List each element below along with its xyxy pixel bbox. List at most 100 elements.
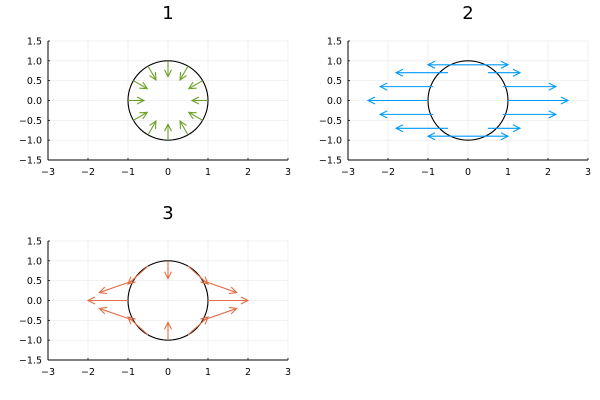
x-tick-label: 3 <box>585 167 591 178</box>
x-tick-label: 0 <box>165 167 171 178</box>
x-tick-label: −2 <box>381 167 395 178</box>
x-tick-label: −1 <box>121 367 135 378</box>
arrow-shaft <box>179 120 189 136</box>
quiver-arrow <box>164 321 172 341</box>
subplot-2-yticks: −1.5 −1.0 −0.5 0.0 0.5 1.0 1.5 <box>319 37 350 167</box>
arrow-shaft <box>179 65 189 81</box>
arrow-head <box>228 286 238 295</box>
subplot-1-xticks: −3 −2 −1 0 1 2 3 <box>41 158 291 178</box>
quiver-arrow <box>468 60 510 69</box>
y-tick-label: −1.5 <box>19 156 42 167</box>
quiver-arrow <box>488 68 522 77</box>
arrow-head <box>426 60 436 69</box>
quiver-arrow <box>133 111 149 121</box>
quiver-arrow <box>202 306 238 321</box>
quiver-arrow <box>426 60 468 69</box>
arrow-shaft <box>99 307 134 321</box>
arrow-head <box>560 96 570 105</box>
arrow-head <box>548 82 558 91</box>
quiver-arrow <box>127 316 149 336</box>
arrow-shaft <box>188 80 203 90</box>
subplot-2-xticks: −3 −2 −1 0 1 2 3 <box>341 158 591 178</box>
quiver-arrow <box>202 280 238 295</box>
arrow-head <box>512 124 522 133</box>
y-tick-label: 1.0 <box>327 56 342 67</box>
arrow-head <box>240 296 250 305</box>
quiver-arrow <box>378 82 434 91</box>
x-tick-label: −3 <box>41 167 55 178</box>
arrow-shaft <box>133 80 148 90</box>
quiver-arrow <box>98 280 134 295</box>
x-tick-label: −3 <box>41 367 55 378</box>
subplot-3-plot-area <box>86 260 250 341</box>
quiver-arrow <box>147 120 157 136</box>
quiver-arrow <box>128 96 146 105</box>
subplot-1: 1 −3 −2 −1 0 1 2 3 −1.5 −1.0 −0.5 0.0 0.5 1.0 1.5 <box>19 3 291 178</box>
arrow-head <box>378 82 388 91</box>
quiver-arrow <box>187 111 203 121</box>
quiver-arrow <box>378 110 434 119</box>
arrow-head <box>394 124 404 133</box>
quiver-arrow <box>366 96 428 105</box>
arrow-head <box>98 286 108 295</box>
arrow-head <box>86 296 96 305</box>
arrow-head <box>187 81 197 90</box>
subplot-1-plot-area <box>127 60 209 141</box>
quiver-arrow <box>86 296 128 305</box>
arrow-head <box>179 120 187 129</box>
arrow-head <box>164 123 172 132</box>
arrow-shaft <box>202 307 237 321</box>
x-tick-label: 3 <box>285 167 291 178</box>
arrow-head <box>179 72 187 81</box>
x-tick-label: 3 <box>285 367 291 378</box>
quiver-arrow <box>394 68 448 77</box>
subplot-3-title: 3 <box>162 203 173 224</box>
y-tick-label: 1.5 <box>27 237 42 248</box>
arrow-head <box>127 276 136 285</box>
x-tick-label: −2 <box>81 167 95 178</box>
subplot-1-yticks: −1.5 −1.0 −0.5 0.0 0.5 1.0 1.5 <box>19 37 50 167</box>
arrow-head <box>366 96 376 105</box>
arrow-head <box>500 60 510 69</box>
arrow-head <box>187 111 197 120</box>
y-tick-label: 1.5 <box>27 37 42 48</box>
arrow-head <box>394 68 404 77</box>
y-tick-label: −0.5 <box>19 116 42 127</box>
x-tick-label: 1 <box>505 167 511 178</box>
subplot-2-title: 2 <box>462 3 473 24</box>
arrow-shaft <box>127 316 149 336</box>
quiver-arrow <box>164 260 172 280</box>
x-tick-label: −1 <box>121 167 135 178</box>
arrow-head <box>98 306 108 315</box>
arrow-head <box>200 316 209 325</box>
x-tick-label: −3 <box>341 167 355 178</box>
y-tick-label: 1.5 <box>327 37 342 48</box>
subplot-3-yticks: −1.5 −1.0 −0.5 0.0 0.5 1.0 1.5 <box>19 237 50 367</box>
y-tick-label: 0.0 <box>327 96 342 107</box>
quiver-arrow <box>502 82 558 91</box>
quiver-arrow <box>98 306 134 321</box>
arrow-head <box>136 96 146 105</box>
quiver-arrow <box>147 65 157 81</box>
subplot-3-xticks: −3 −2 −1 0 1 2 3 <box>41 358 291 378</box>
arrow-head <box>190 96 200 105</box>
quiver-arrow <box>187 80 203 90</box>
arrow-shaft <box>147 65 157 81</box>
arrow-head <box>164 321 172 330</box>
arrow-shaft <box>187 265 209 285</box>
y-tick-label: 1.0 <box>27 256 42 267</box>
quiver-arrow <box>394 124 448 133</box>
quiver-arrow <box>508 96 570 105</box>
arrow-head <box>228 306 238 315</box>
quiver-arrow <box>468 132 510 141</box>
arrow-head <box>164 69 172 78</box>
subplot-3: 3 −3 −2 −1 0 1 2 3 −1.5 −1.0 −0.5 0.0 0.5 1.0 1.5 <box>19 203 291 378</box>
x-tick-label: 2 <box>545 167 551 178</box>
x-tick-label: −1 <box>421 167 435 178</box>
arrow-head <box>149 72 157 81</box>
y-tick-label: −1.0 <box>19 136 42 147</box>
quiver-arrow <box>502 110 558 119</box>
y-tick-label: 0.0 <box>27 296 42 307</box>
arrow-shaft <box>202 280 237 294</box>
